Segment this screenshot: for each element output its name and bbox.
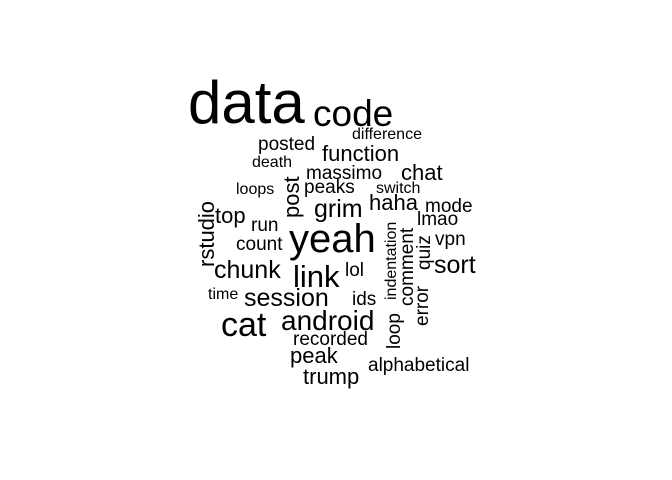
word-recorded: recorded [293, 329, 368, 350]
word-comment: comment [397, 227, 418, 306]
word-trump: trump [303, 364, 359, 389]
word-alphabetical: alphabetical [368, 355, 469, 376]
word-sort: sort [434, 251, 476, 279]
word-lmao: lmao [417, 209, 458, 230]
word-function: function [322, 141, 399, 166]
word-quiz: quiz [414, 235, 435, 270]
word-posted: posted [258, 134, 315, 155]
word-peak: peak [290, 343, 339, 368]
word-rstudio: rstudio [194, 201, 219, 267]
word-time: time [208, 286, 238, 303]
word-massimo: massimo [306, 163, 382, 184]
word-ids: ids [352, 289, 376, 310]
word-session: session [244, 284, 329, 312]
word-vpn: vpn [435, 229, 466, 250]
word-code: code [313, 93, 393, 134]
word-haha: haha [369, 190, 419, 215]
word-top: top [215, 203, 246, 228]
word-indentation: indentation [383, 222, 400, 300]
word-chat: chat [401, 160, 443, 185]
word-error: error [412, 285, 433, 326]
word-link: link [293, 259, 340, 294]
word-lol: lol [345, 260, 364, 281]
word-post: post [279, 176, 304, 218]
word-run: run [251, 215, 278, 236]
word-chunk: chunk [214, 256, 281, 284]
word-grim: grim [314, 195, 363, 223]
word-peaks: peaks [304, 177, 355, 198]
word-cat: cat [221, 306, 267, 344]
word-switch: switch [376, 180, 420, 197]
word-mode: mode [425, 196, 473, 217]
word-difference: difference [352, 126, 422, 143]
word-data: data [188, 69, 305, 136]
word-death: death [252, 154, 292, 171]
word-android: android [281, 305, 374, 336]
word-yeah: yeah [289, 217, 376, 261]
word-loops: loops [236, 181, 274, 198]
word-loop: loop [384, 313, 405, 349]
word-count: count [236, 234, 283, 255]
